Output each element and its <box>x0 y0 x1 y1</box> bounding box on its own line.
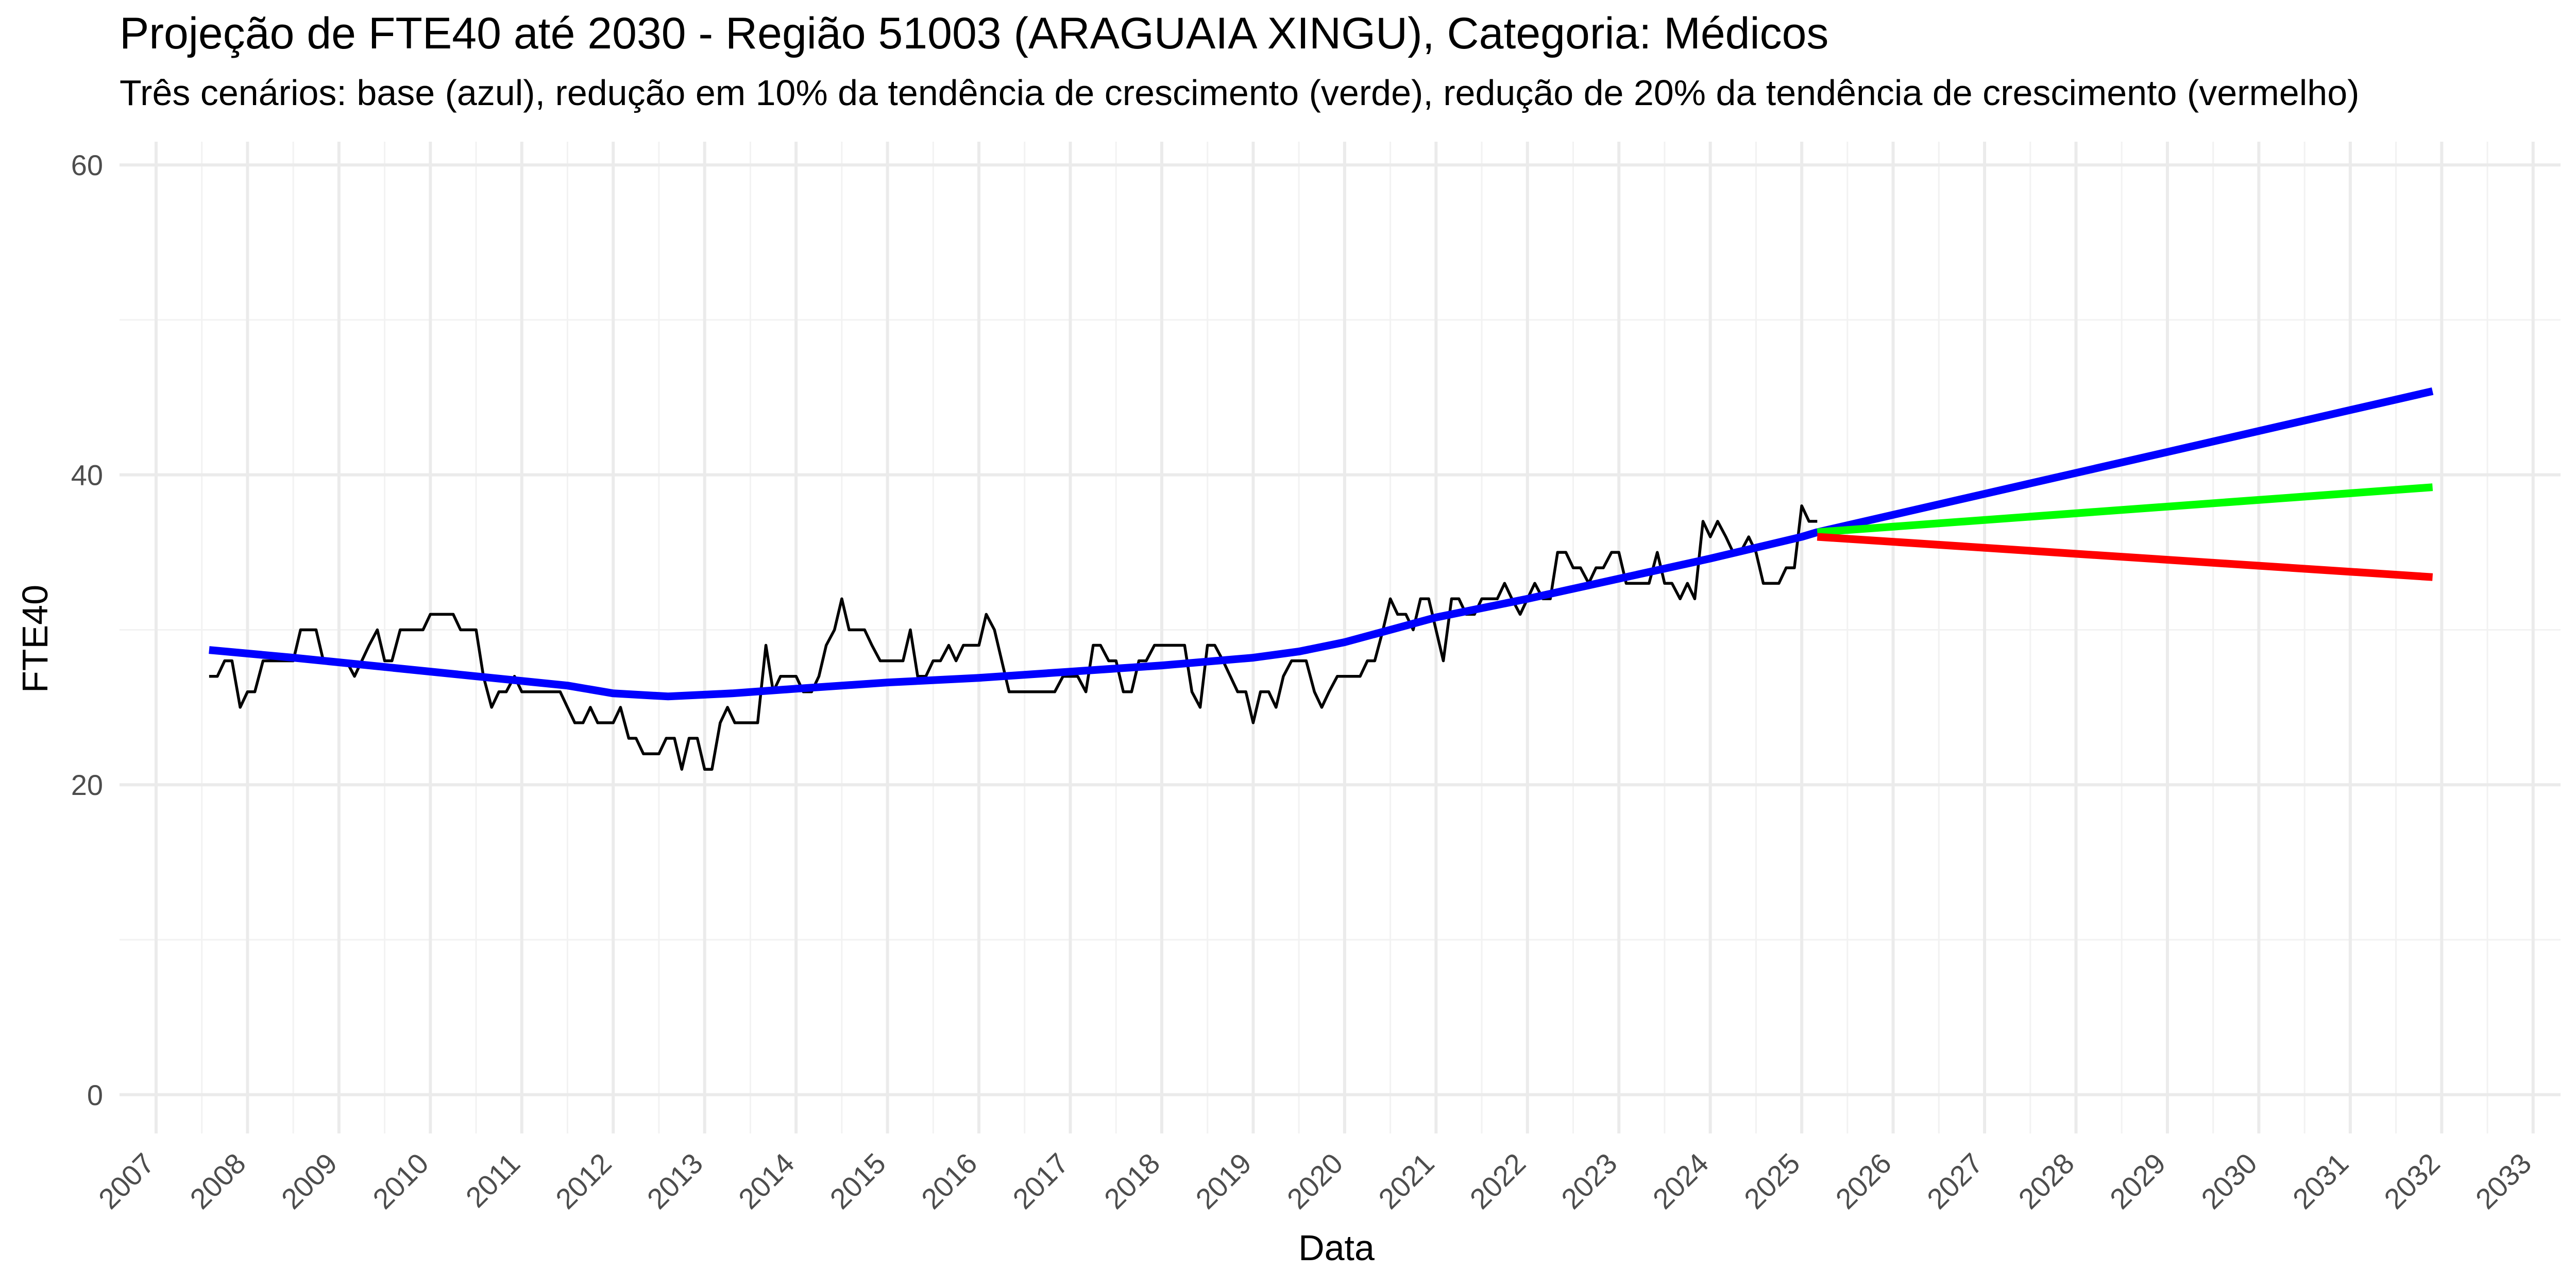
x-tick-label: 2007 <box>92 1147 161 1215</box>
x-tick-label: 2027 <box>1921 1147 1989 1215</box>
x-tick-label: 2032 <box>2378 1147 2446 1215</box>
grid <box>120 142 2561 1133</box>
series-line-1 <box>209 387 2434 701</box>
x-tick-label: 2011 <box>460 1147 527 1214</box>
x-tick-label: 2012 <box>549 1147 618 1215</box>
x-tick-label: 2024 <box>1647 1147 1715 1215</box>
x-tick-label: 2030 <box>2195 1147 2263 1215</box>
x-tick-label: 2016 <box>915 1147 984 1215</box>
y-tick-label: 20 <box>71 769 103 801</box>
y-tick-label: 60 <box>71 149 103 181</box>
chart-subtitle: Três cenários: base (azul), redução em 1… <box>120 73 2360 113</box>
series-lines <box>209 387 2434 771</box>
y-tick-label: 40 <box>71 459 103 492</box>
x-tick-label: 2025 <box>1738 1147 1806 1215</box>
y-tick-label: 0 <box>87 1079 103 1111</box>
x-tick-label: 2010 <box>366 1147 435 1215</box>
x-tick-label: 2018 <box>1098 1147 1166 1215</box>
x-tick-label: 2033 <box>2469 1147 2538 1215</box>
series-line-0 <box>209 504 1818 771</box>
x-tick-label: 2014 <box>732 1147 801 1215</box>
x-tick-label: 2026 <box>1829 1147 1897 1215</box>
x-tick-label: 2020 <box>1281 1147 1349 1215</box>
series-line-2 <box>1817 483 2433 536</box>
x-tick-label: 2017 <box>1006 1147 1075 1215</box>
series-line-3 <box>1817 533 2433 581</box>
x-tick-label: 2008 <box>183 1147 252 1215</box>
x-tick-label: 2029 <box>2104 1147 2172 1215</box>
y-axis-ticks: 0 20 40 60 <box>71 149 103 1111</box>
x-tick-label: 2022 <box>1464 1147 1532 1215</box>
x-tick-label: 2023 <box>1555 1147 1623 1215</box>
x-tick-label: 2019 <box>1189 1147 1258 1215</box>
x-tick-label: 2031 <box>2286 1147 2355 1215</box>
y-axis-title: FTE40 <box>15 585 55 693</box>
x-axis-ticks: 2007 2008 2009 2010 2011 2012 2013 2014 2015 2016… <box>92 1147 2537 1215</box>
chart-title: Projeção de FTE40 até 2030 - Região 5100… <box>120 9 1829 58</box>
x-tick-label: 2028 <box>2012 1147 2080 1215</box>
x-tick-label: 2021 <box>1372 1147 1440 1215</box>
x-tick-label: 2015 <box>823 1147 892 1215</box>
x-tick-label: 2013 <box>641 1147 709 1215</box>
x-axis-title: Data <box>1298 1228 1375 1268</box>
x-tick-label: 2009 <box>275 1147 344 1215</box>
